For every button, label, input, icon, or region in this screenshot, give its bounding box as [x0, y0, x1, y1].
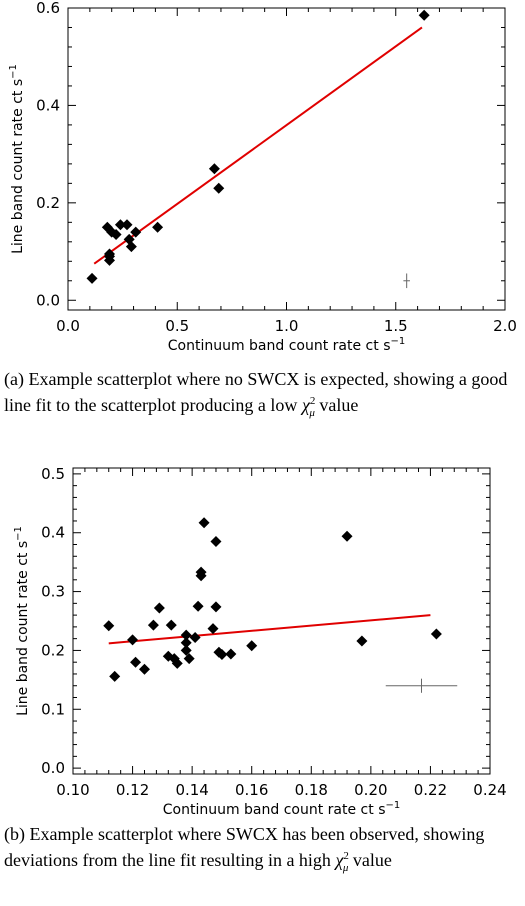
chart-a-y-tick-label: 0.4 [36, 96, 60, 114]
chart-a-data-point [152, 221, 164, 233]
chart-b-data-point [127, 634, 139, 646]
caption-a-text-after: value [314, 395, 359, 415]
chart-a-fit-line [93, 26, 423, 265]
chart-a-data-point [104, 248, 116, 260]
chart-a-data-point [213, 182, 225, 194]
chart-b-y-tick-label: 0.5 [41, 465, 65, 483]
chart-a-x-tick-label: 2.0 [493, 317, 517, 335]
caption-a-label: (a) [4, 369, 24, 389]
caption-b-label: (b) [4, 824, 25, 844]
caption-b-chi-sup: 2 [343, 850, 349, 862]
chart-b-data-point [109, 670, 121, 682]
chart-a-data-point [130, 226, 142, 238]
chart-b-data-point [180, 644, 192, 656]
chart-b-x-axis-label: Continuum band count rate ct s−1 [163, 800, 401, 818]
caption-b-chi: χ2μ [335, 850, 349, 874]
chart-a-x-axis-label: Continuum band count rate ct s−1 [168, 336, 406, 354]
chart-b-y-tick-label: 0.0 [41, 759, 65, 777]
chart-b-y-tick-label: 0.1 [41, 700, 65, 718]
chart-a-data-point [114, 219, 126, 231]
chart-a-plot-frame [67, 7, 506, 311]
chart-b-data-point [216, 649, 228, 661]
chart-b-data-point [153, 602, 165, 614]
chart-b-data-point [210, 536, 222, 548]
chart-b-data-point [180, 637, 192, 649]
chart-b-fit-line [108, 614, 431, 645]
chart-b-data-point [246, 640, 258, 652]
caption-b-chi-sub: μ [342, 861, 349, 874]
chart-b-data-point [356, 635, 368, 647]
chart-b-data-point [165, 619, 177, 631]
chart-b-x-tick-label: 0.14 [175, 781, 208, 799]
chart-b-data-point [225, 648, 237, 660]
chart-b-y-tick-label: 0.2 [41, 641, 65, 659]
chart-a-data-point [418, 9, 430, 21]
chart-a-y-tick-label: 0.2 [36, 194, 60, 212]
chart-a-x-tick-label: 1.0 [275, 317, 299, 335]
chart-b-data-point [103, 620, 115, 632]
chart-b-data-point [180, 629, 192, 641]
chart-b-x-tick-label: 0.10 [56, 781, 89, 799]
chart-a-x-tick-label: 0.0 [56, 317, 80, 335]
chart-a-y-axis-label-sup: −1 [8, 64, 19, 79]
caption-a-chi: χ2μ [301, 395, 316, 419]
chart-a-x-tick-label: 1.5 [384, 317, 408, 335]
chart-a-x-tick-label: 0.5 [165, 317, 189, 335]
caption-b-text-after: value [348, 850, 392, 870]
chart-b-y-axis-label-sup: −1 [13, 526, 24, 541]
chart-b-data-point [130, 656, 142, 668]
chart-b-x-tick-label: 0.20 [354, 781, 387, 799]
chart-b-data-point [207, 623, 219, 635]
chart-b-plot-frame [72, 467, 491, 775]
caption-b-chi-symbol: χ [335, 850, 344, 870]
chart-b-data-point [192, 600, 204, 612]
chart-a-data-point [208, 163, 220, 175]
chart-b-x-tick-label: 0.18 [295, 781, 328, 799]
scatterplot-panel-a: 0.0 0.5 1.0 1.5 2.0 0.0 0.2 0.4 0.6 Continuum ban… [0, 0, 525, 354]
chart-b-x-axis-label-sup: −1 [386, 800, 401, 811]
chart-b-data-point [341, 530, 353, 542]
chart-a-x-axis-label-sup: −1 [391, 336, 406, 347]
chart-b-x-tick-label: 0.22 [414, 781, 447, 799]
chart-b-y-tick-label: 0.3 [41, 583, 65, 601]
caption-a-chi-symbol: χ [301, 395, 310, 415]
caption-a-text: Example scatterplot where no SWCX is exp… [4, 369, 508, 415]
scatterplot-chart-a: 0.0 0.5 1.0 1.5 2.0 0.0 0.2 0.4 0.6 Continuum ban… [8, 0, 517, 354]
chart-b-data-point [189, 631, 201, 643]
chart-a-data-point [86, 272, 98, 284]
chart-a-data-point [125, 241, 137, 253]
chart-a-data-point [121, 219, 133, 231]
scatterplot-panel-b: 0.10 0.12 0.14 0.16 0.18 0.20 0.22 0.24 0.0 0.1 0.… [0, 458, 525, 818]
caption-b: (b) Example scatterplot where SWCX has b… [4, 823, 521, 879]
chart-a-data-point [110, 229, 122, 240]
caption-b-text: Example scatterplot where SWCX has been … [4, 824, 485, 870]
chart-a-y-tick-label: 0.6 [36, 0, 60, 17]
chart-a-y-axis-label: Line band count rate ct s−1 [8, 64, 26, 254]
chart-b-data-point [183, 653, 195, 665]
caption-a: (a) Example scatterplot where no SWCX is… [4, 368, 521, 424]
chart-b-x-tick-label: 0.24 [473, 781, 506, 799]
chart-b-data-point [147, 619, 159, 631]
caption-a-chi-sup: 2 [309, 395, 316, 407]
chart-b-data-point [198, 517, 210, 529]
chart-b-x-tick-label: 0.16 [235, 781, 268, 799]
chart-b-data-point [195, 570, 207, 582]
chart-b-data-point [138, 663, 150, 675]
caption-a-chi-sub: μ [309, 406, 315, 419]
chart-b-y-tick-label: 0.4 [41, 524, 65, 542]
chart-b-data-point [171, 657, 183, 669]
chart-b-data-point [210, 601, 222, 613]
chart-a-y-tick-label: 0.0 [36, 291, 60, 309]
chart-b-data-point [430, 628, 442, 640]
chart-b-y-axis-label: Line band count rate ct s−1 [13, 526, 31, 716]
scatterplot-chart-b: 0.10 0.12 0.14 0.16 0.18 0.20 0.22 0.24 0.0 0.1 0.… [13, 465, 507, 818]
chart-b-x-tick-label: 0.12 [116, 781, 149, 799]
chart-b-data-point [168, 653, 180, 665]
